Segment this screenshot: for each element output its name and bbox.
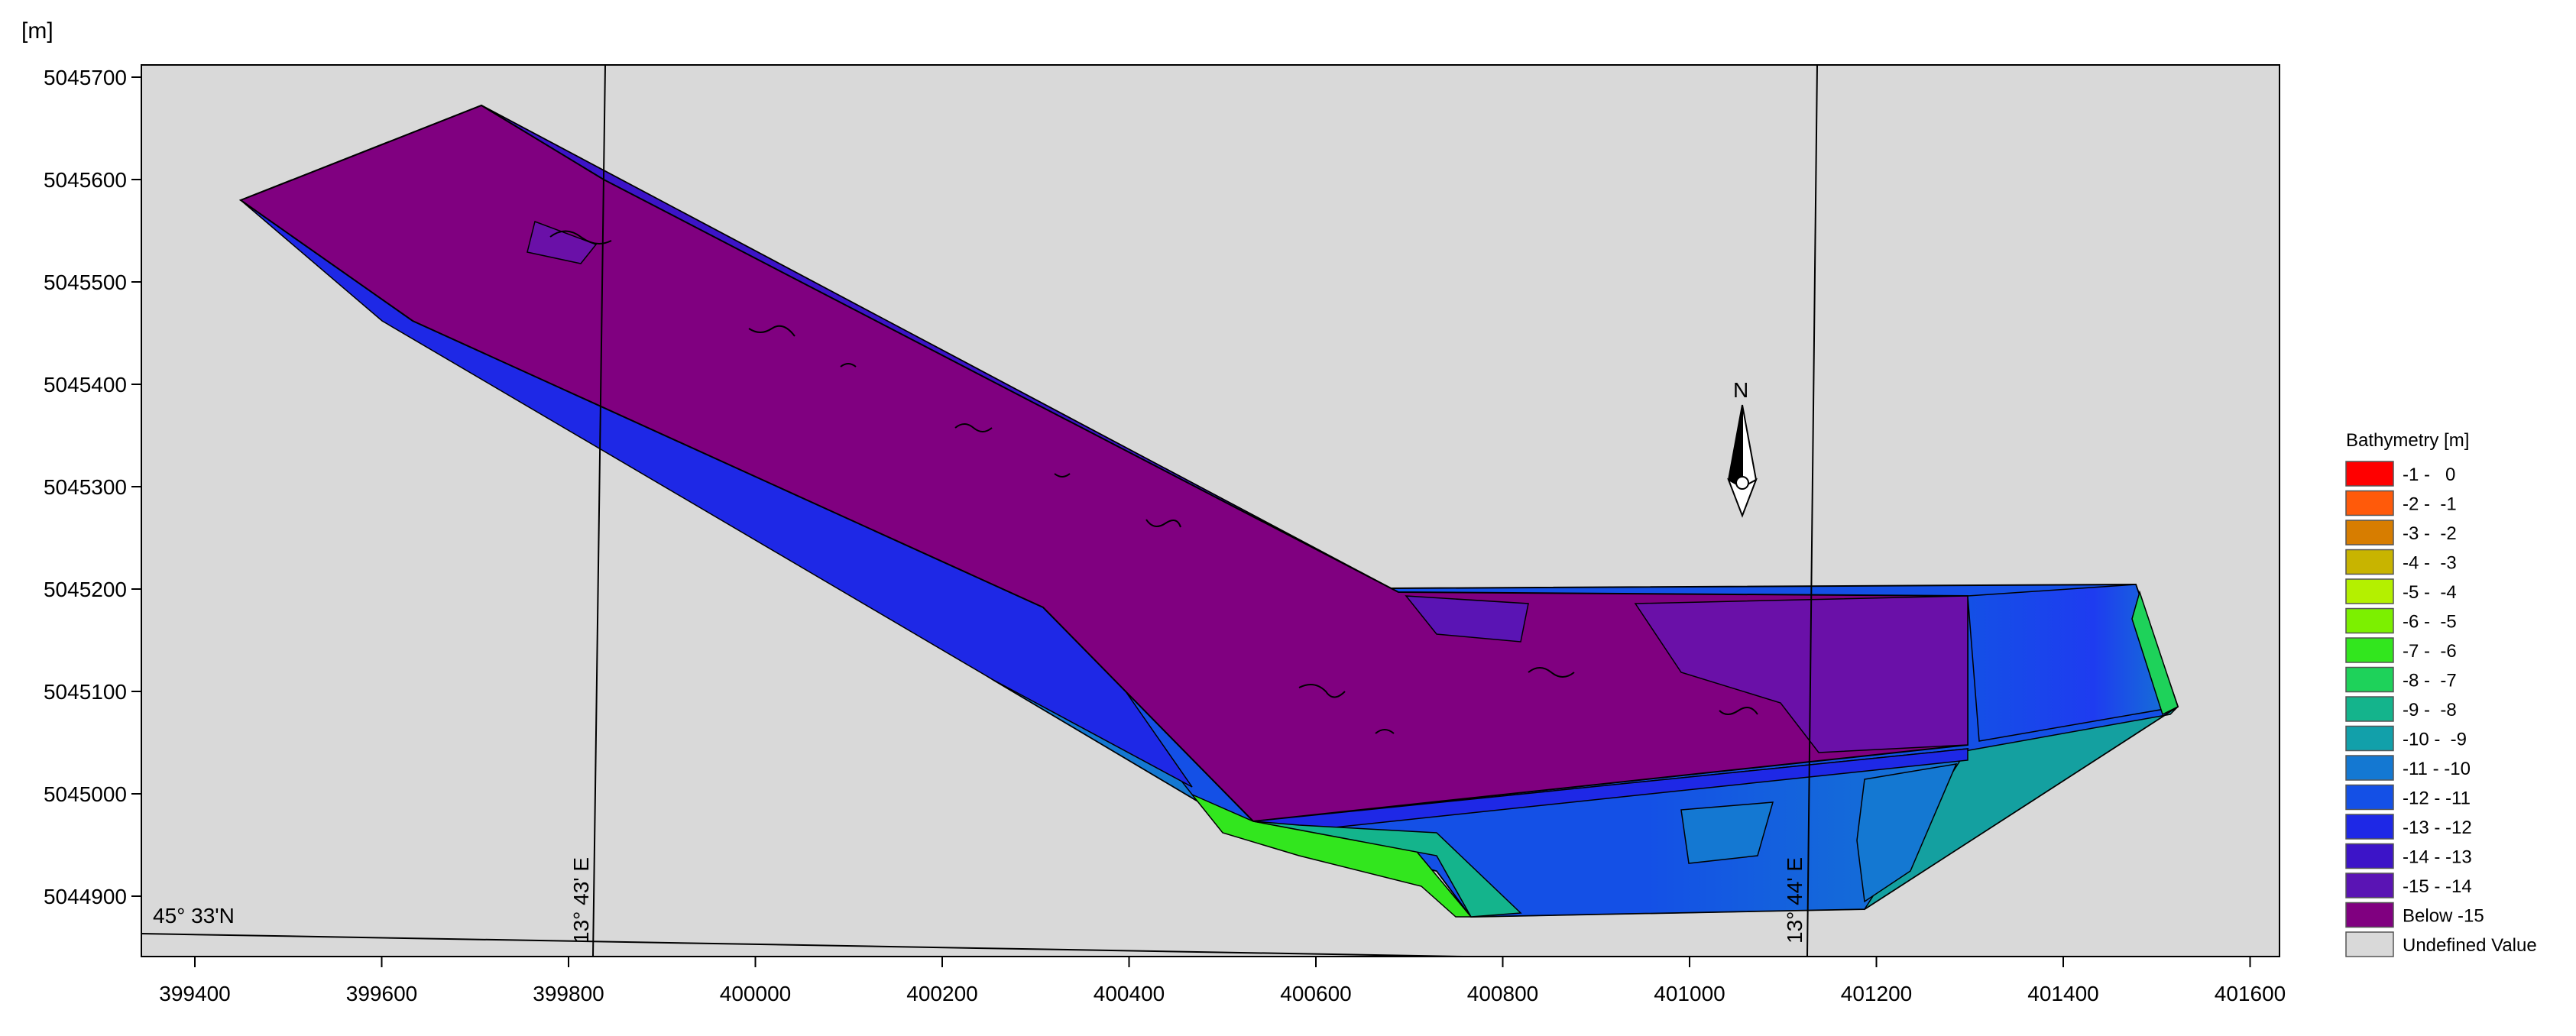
legend-swatch [2345,637,2394,663]
legend: Bathymetry [m] -1 - 0 -2 - -1 -3 - -2 -4 - … [2345,430,2537,957]
lat-label: 45° 33'N [153,904,235,928]
legend-swatch [2345,873,2394,898]
legend-label: -12 - -11 [2403,788,2471,809]
x-tick-label: 400400 [1094,982,1165,1005]
legend-swatch [2345,814,2394,840]
legend-swatch [2345,578,2394,604]
unit-label: [m] [21,18,53,44]
legend-swatch [2345,784,2394,811]
x-tick-label: 400600 [1280,982,1351,1005]
legend-swatch [2345,696,2394,722]
meridian-13-43 [592,64,606,957]
legend-swatch [2345,755,2394,781]
meridian-13-44 [1806,64,1818,957]
legend-label: -7 - -6 [2403,641,2457,662]
legend-swatch [2345,607,2394,634]
x-tick-label: 401400 [2027,982,2098,1005]
x-tick-label: 400200 [906,982,977,1005]
x-tick-label: 399600 [346,982,417,1005]
y-tick-label: 5045400 [44,373,127,397]
legend-label: -15 - -14 [2403,876,2472,897]
legend-label: -11 - -10 [2403,759,2471,779]
southwest-teal-strip [1252,821,1522,918]
legend-swatch [2345,931,2394,957]
y-tick-label: 5045600 [44,168,127,192]
y-tick-label: 5045000 [44,782,127,806]
legend-label: -3 - -2 [2403,523,2457,544]
lower-light-patch-2 [1680,801,1774,864]
north-arrow: N [1727,378,1758,518]
x-axis: 399400 399600 399800 400000 400200 400400 4006… [159,957,2286,1005]
legend-label: -13 - -12 [2403,817,2472,838]
lower-light-patch-1 [1856,763,1958,903]
legend-label: -14 - -13 [2403,847,2472,868]
legend-swatch [2345,902,2394,928]
legend-title: Bathymetry [m] [2346,430,2469,451]
violet-patch-2 [1405,595,1529,643]
legend-swatch [2345,843,2394,869]
lon-label-1: 13° 43' E [569,857,593,944]
legend-label: -6 - -5 [2403,612,2457,633]
x-tick-label: 401200 [1841,982,1912,1005]
violet-patch-3 [527,221,598,264]
x-tick-label: 399800 [533,982,604,1005]
legend-label: -1 - 0 [2403,465,2455,485]
legend-swatch [2345,461,2394,487]
y-axis: 5045700 5045600 5045500 5045400 5045300 50452… [44,66,141,908]
north-label: N [1733,378,1748,402]
legend-swatch [2345,725,2394,752]
north-arrow-center [1735,476,1749,490]
legend-swatch [2345,520,2394,546]
legend-label: -4 - -3 [2403,553,2457,574]
y-tick-label: 5044900 [44,885,127,908]
graticule [141,64,1818,957]
y-tick-label: 5045300 [44,475,127,499]
survey-area [238,104,2179,918]
legend-label: -8 - -7 [2403,671,2457,691]
legend-label: Undefined Value [2403,935,2537,956]
legend-swatch [2345,666,2394,693]
lon-label-2: 13° 44' E [1783,857,1806,944]
east-tip-shallow [2131,590,2179,716]
legend-label: -9 - -8 [2403,700,2457,720]
x-tick-label: 400000 [720,982,791,1005]
legend-label: -2 - -1 [2403,494,2457,515]
x-tick-label: 400800 [1467,982,1538,1005]
x-tick-label: 399400 [159,982,230,1005]
y-tick-label: 5045500 [44,270,127,294]
legend-swatch [2345,549,2394,575]
x-tick-label: 401000 [1654,982,1725,1005]
y-tick-label: 5045700 [44,66,127,89]
contour-islands [549,230,1758,734]
legend-label: -10 - -9 [2403,730,2467,750]
legend-label: -5 - -4 [2403,582,2457,603]
y-tick-label: 5045100 [44,680,127,704]
y-tick-label: 5045200 [44,578,127,601]
x-tick-label: 401600 [2215,982,2286,1005]
legend-swatch [2345,490,2394,516]
parallel-45-33 [141,933,1464,957]
legend-label: Below -15 [2403,906,2484,927]
